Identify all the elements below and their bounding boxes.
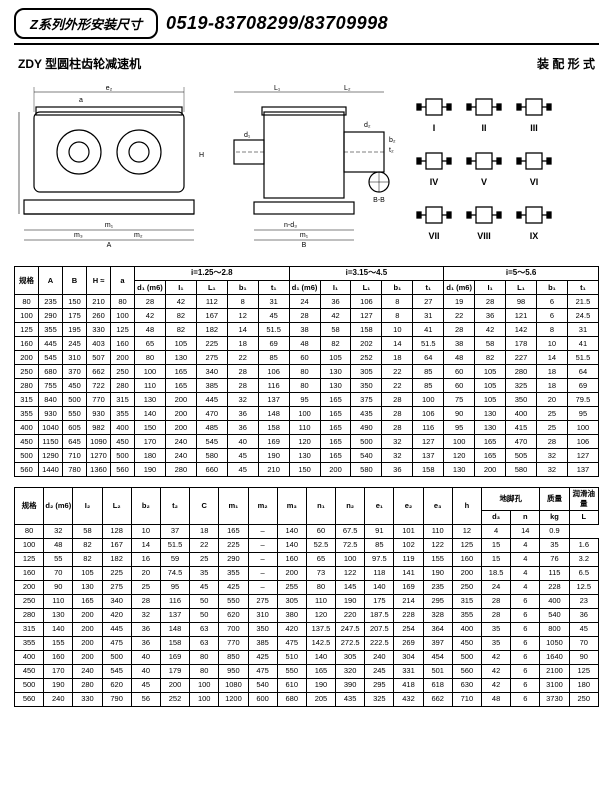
config-item-3: III xyxy=(514,89,554,137)
config-item-4: IV xyxy=(414,143,454,191)
phone-number: 0519-83708299/83709998 xyxy=(166,13,388,34)
header-rule xyxy=(14,43,599,45)
svg-text:B-B: B-B xyxy=(373,197,385,204)
svg-text:m₃: m₃ xyxy=(74,232,83,239)
svg-text:e₂: e₂ xyxy=(106,85,113,92)
svg-text:a: a xyxy=(79,97,83,104)
svg-text:B: B xyxy=(302,242,307,249)
config-item-5: V xyxy=(464,143,504,191)
svg-text:m₁: m₁ xyxy=(300,232,309,239)
subheader: ZDY 型圆柱齿轮减速机 装 配 形 式 xyxy=(14,55,599,72)
drawing-side: L₁ L₂ d₁ d₂ B m₁ B-B n-d₃ b₂ t₂ xyxy=(214,82,404,252)
svg-text:L₂: L₂ xyxy=(344,85,351,92)
drawing-front: e₂ H A m₃ m₂ m₁ a xyxy=(14,82,204,252)
svg-text:m₂: m₂ xyxy=(134,232,143,239)
config-grid: I II III IV V xyxy=(414,82,554,252)
svg-text:H: H xyxy=(199,152,204,159)
svg-text:n-d₃: n-d₃ xyxy=(284,222,297,229)
config-item-7: VII xyxy=(414,197,454,245)
diagram-area: e₂ H A m₃ m₂ m₁ a xyxy=(14,82,599,252)
config-item-8: VIII xyxy=(464,197,504,245)
config-item-9: IX xyxy=(514,197,554,245)
svg-text:d₂: d₂ xyxy=(364,122,371,129)
page-header: Z系列外形安装尺寸 0519-83708299/83709998 xyxy=(14,8,599,39)
config-title: 装 配 形 式 xyxy=(537,55,595,72)
dimensions-table-1: 规格ABH ≈ai=1.25～2.8i=3.15～4.5i=5～5.6d₁ (m… xyxy=(14,266,599,477)
svg-text:t₂: t₂ xyxy=(389,147,394,154)
svg-text:L₁: L₁ xyxy=(274,85,281,92)
svg-text:d₁: d₁ xyxy=(244,132,251,139)
config-item-1: I xyxy=(414,89,454,137)
dimensions-table-2: 规格d₂ (m6)I₂L₂b₂t₂Cm₁m₂m₃n₁n₂e₁e₂e₃h地脚孔质量… xyxy=(14,487,599,707)
svg-text:b₂: b₂ xyxy=(389,137,396,144)
svg-text:m₁: m₁ xyxy=(105,222,114,229)
config-item-6: VI xyxy=(514,143,554,191)
svg-text:A: A xyxy=(107,242,112,249)
config-item-2: II xyxy=(464,89,504,137)
product-name: ZDY 型圆柱齿轮减速机 xyxy=(18,55,141,72)
title-box: Z系列外形安装尺寸 xyxy=(14,8,158,39)
